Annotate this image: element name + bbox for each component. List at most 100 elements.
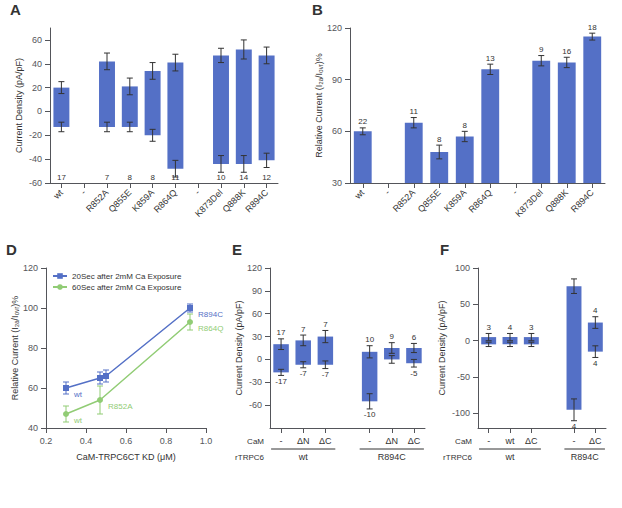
svg-text:40: 40: [28, 423, 38, 433]
svg-text:wt: wt: [73, 390, 83, 399]
svg-text:3: 3: [486, 323, 491, 332]
svg-text:R864Q: R864Q: [152, 187, 179, 214]
svg-text:R894C: R894C: [571, 452, 600, 462]
svg-text:R864Q: R864Q: [198, 324, 223, 333]
svg-text:wt: wt: [73, 416, 83, 425]
svg-text:D: D: [6, 241, 17, 258]
svg-text:E: E: [232, 241, 242, 258]
svg-text:17: 17: [277, 328, 286, 337]
svg-text:CaM-TRPC6CT KD (μM): CaM-TRPC6CT KD (μM): [76, 452, 176, 462]
svg-text:R852A: R852A: [391, 187, 418, 214]
svg-text:14: 14: [239, 173, 248, 182]
svg-text:-60: -60: [249, 400, 262, 410]
svg-text:wt: wt: [505, 436, 515, 446]
svg-text:8: 8: [437, 135, 442, 144]
svg-text:K859A: K859A: [442, 187, 468, 213]
svg-text:-: -: [280, 436, 283, 446]
svg-text:17: 17: [57, 173, 66, 182]
svg-text:wt: wt: [352, 187, 366, 201]
svg-text:R894C: R894C: [198, 310, 223, 319]
svg-text:rTRPC6: rTRPC6: [443, 453, 472, 462]
svg-text:K873Del: K873Del: [193, 187, 224, 218]
svg-text:-50: -50: [457, 372, 470, 382]
svg-text:Q888K: Q888K: [220, 187, 247, 214]
svg-text:4: 4: [593, 306, 598, 315]
svg-text:ΔC: ΔC: [408, 436, 421, 446]
svg-text:11: 11: [410, 107, 419, 116]
svg-text:50: 50: [460, 299, 470, 309]
svg-text:20: 20: [32, 83, 42, 93]
svg-text:0.8: 0.8: [160, 436, 173, 446]
svg-text:F: F: [440, 241, 449, 258]
svg-text:12: 12: [262, 173, 271, 182]
svg-text:8: 8: [128, 173, 133, 182]
svg-text:rTRPC6: rTRPC6: [235, 453, 264, 462]
svg-text:16: 16: [562, 47, 571, 56]
svg-text:-: -: [487, 436, 490, 446]
svg-text:K873Del: K873Del: [513, 187, 544, 218]
svg-text:10: 10: [365, 335, 374, 344]
svg-text:R894C: R894C: [569, 187, 596, 214]
svg-text:90: 90: [252, 286, 262, 296]
svg-text:90: 90: [332, 75, 342, 85]
svg-text:-60: -60: [29, 178, 42, 188]
svg-text:-: -: [79, 187, 88, 196]
svg-text:-30: -30: [249, 377, 262, 387]
svg-text:B: B: [312, 1, 323, 18]
svg-text:Relative Current (I₂⁣ₐ/I₀ᵥᵣ)%: Relative Current (I₂⁣ₐ/I₀ᵥᵣ)%: [314, 53, 324, 158]
svg-text:6: 6: [412, 333, 417, 342]
svg-text:CaM: CaM: [455, 437, 472, 446]
svg-text:-: -: [193, 187, 202, 196]
svg-text:-5: -5: [410, 369, 418, 378]
svg-text:-10: -10: [364, 410, 376, 419]
svg-text:Current Density (pA/pF): Current Density (pA/pF): [437, 300, 447, 395]
svg-text:wt: wt: [298, 452, 308, 462]
svg-text:30: 30: [252, 332, 262, 342]
svg-text:4: 4: [572, 422, 577, 431]
svg-text:100: 100: [455, 263, 470, 273]
svg-text:0: 0: [37, 106, 42, 116]
svg-text:ΔC: ΔC: [589, 436, 602, 446]
svg-text:60Sec after 2mM Ca Exposure: 60Sec after 2mM Ca Exposure: [72, 283, 182, 292]
svg-text:-: -: [510, 187, 519, 196]
svg-text:R864Q: R864Q: [467, 187, 494, 214]
svg-text:K859A: K859A: [130, 187, 156, 213]
svg-text:A: A: [10, 1, 21, 18]
svg-text:60: 60: [32, 35, 42, 45]
svg-text:18: 18: [588, 23, 597, 32]
svg-text:R852A: R852A: [108, 402, 133, 411]
svg-text:8: 8: [150, 173, 155, 182]
svg-text:8: 8: [463, 121, 468, 130]
svg-text:0.4: 0.4: [80, 436, 93, 446]
svg-text:ΔN: ΔN: [386, 436, 399, 446]
svg-text:-7: -7: [300, 369, 308, 378]
svg-text:-20: -20: [29, 130, 42, 140]
svg-text:60: 60: [332, 126, 342, 136]
svg-text:0.6: 0.6: [120, 436, 133, 446]
svg-text:120: 120: [23, 263, 38, 273]
svg-text:7: 7: [323, 320, 328, 329]
svg-text:Current Density (pA/pF): Current Density (pA/pF): [14, 58, 24, 153]
svg-text:4: 4: [593, 359, 598, 368]
svg-text:120: 120: [247, 263, 262, 273]
svg-text:R852A: R852A: [84, 187, 111, 214]
svg-text:0: 0: [465, 336, 470, 346]
svg-text:CaM: CaM: [247, 437, 264, 446]
svg-text:-: -: [368, 436, 371, 446]
svg-text:wt: wt: [51, 187, 65, 201]
svg-text:11: 11: [171, 173, 180, 182]
svg-text:R894C: R894C: [243, 187, 270, 214]
svg-text:0.2: 0.2: [40, 436, 53, 446]
svg-text:R894C: R894C: [378, 452, 407, 462]
svg-text:Current Density (pA/pF): Current Density (pA/pF): [234, 300, 244, 395]
svg-text:ΔN: ΔN: [297, 436, 310, 446]
svg-text:9: 9: [390, 332, 395, 341]
svg-text:22: 22: [358, 117, 367, 126]
svg-text:ΔC: ΔC: [319, 436, 332, 446]
svg-text:-: -: [383, 187, 392, 196]
svg-text:60: 60: [252, 309, 262, 319]
svg-text:20Sec after 2mM Ca Exposure: 20Sec after 2mM Ca Exposure: [72, 272, 182, 281]
svg-text:-: -: [573, 436, 576, 446]
svg-text:10: 10: [217, 173, 226, 182]
svg-text:0: 0: [257, 354, 262, 364]
